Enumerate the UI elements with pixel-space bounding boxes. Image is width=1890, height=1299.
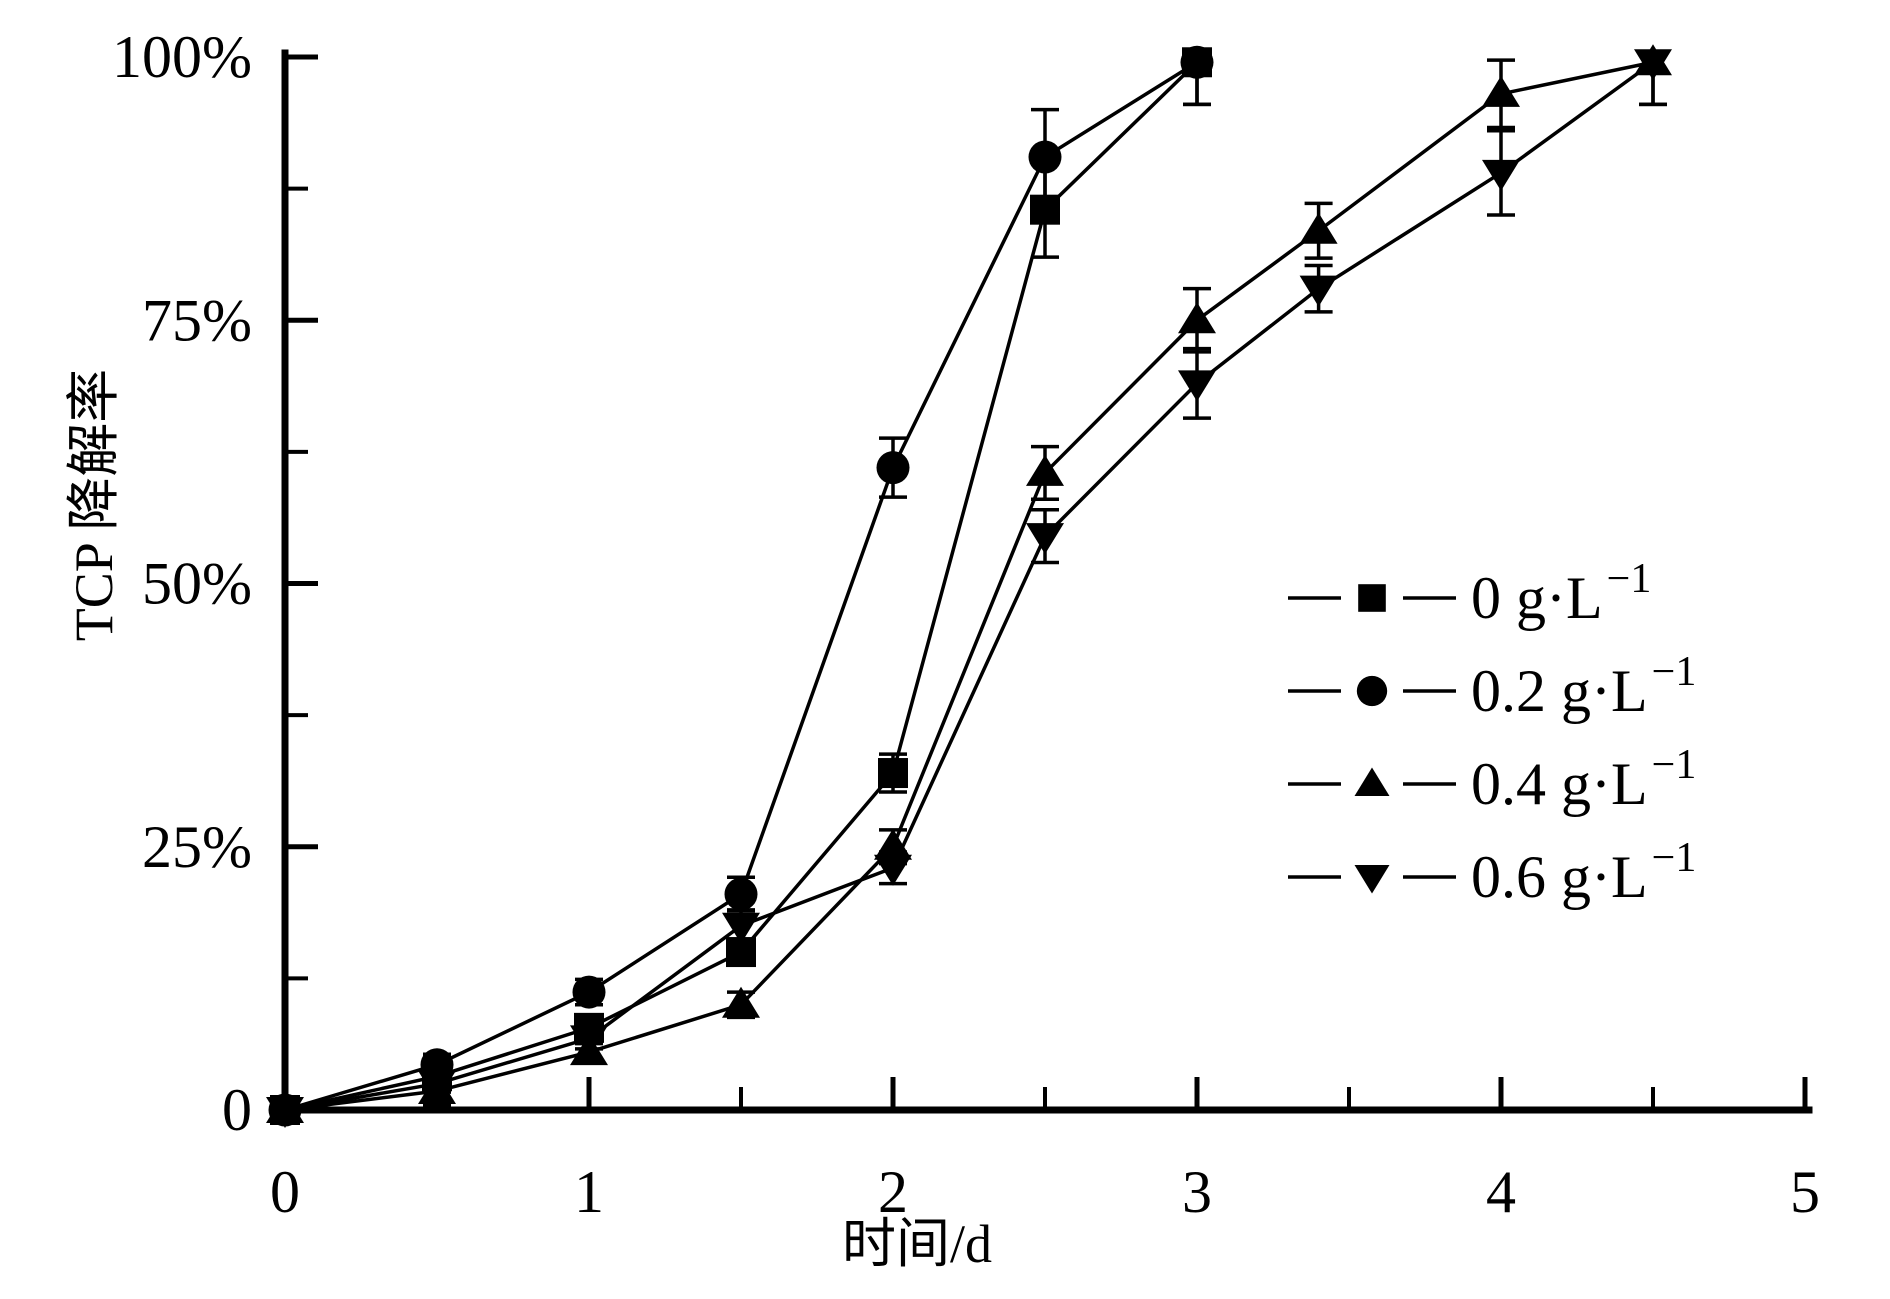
data-point-marker-triangle-up: [1026, 454, 1064, 486]
y-tick-label: 100%: [112, 24, 252, 90]
data-point-marker-circle: [572, 975, 606, 1009]
data-point-marker-triangle-down: [1354, 865, 1390, 894]
data-point-marker-triangle-up: [1178, 302, 1216, 334]
data-point-marker-triangle-down: [1634, 49, 1672, 81]
y-tick-label: 0: [222, 1077, 252, 1143]
x-tick-label: 5: [1790, 1159, 1820, 1225]
data-point-marker-triangle-up: [722, 986, 760, 1018]
series-line: [284, 60, 1654, 1112]
series-square: [270, 47, 1212, 1125]
y-tick-label: 75%: [142, 287, 252, 353]
x-tick-label: 3: [1182, 1159, 1212, 1225]
x-tick-label: 4: [1486, 1159, 1516, 1225]
series-triangle-down: [266, 49, 1672, 1128]
data-point-marker-triangle-down: [266, 1097, 304, 1128]
data-point-marker-circle: [1180, 45, 1214, 79]
data-point-marker-triangle-down: [1299, 275, 1338, 307]
data-point-marker-triangle-down: [722, 912, 760, 944]
legend-item: 0 g·L−1: [1288, 556, 1651, 631]
x-tick-label: 0: [270, 1159, 300, 1225]
data-point-marker-triangle-down: [1178, 370, 1216, 402]
data-point-marker-triangle-down: [1482, 159, 1520, 191]
y-tick-label: 25%: [142, 814, 252, 880]
data-point-marker-circle: [724, 877, 758, 911]
data-point-marker-circle: [1028, 140, 1062, 174]
legend-label: 0.4 g·L−1: [1471, 742, 1696, 817]
data-point-marker-triangle-down: [418, 1070, 456, 1102]
legend-item: 0.2 g·L−1: [1288, 649, 1696, 724]
data-point-marker-triangle-down: [570, 1025, 608, 1057]
data-point-marker-circle: [1356, 675, 1388, 707]
x-tick-label: 2: [878, 1159, 908, 1225]
data-point-marker-triangle-up: [1299, 212, 1338, 244]
data-point-marker-triangle-down: [874, 854, 912, 886]
y-axis-title: TCP 降解率: [64, 369, 124, 642]
series-triangle-up: [266, 44, 1672, 1123]
plot-area: 0 1 2 3 4 5 0 25% 50% 75% 100%: [112, 24, 1820, 1225]
data-point-marker-triangle-up: [1354, 767, 1390, 796]
data-point-marker-triangle-up: [1482, 75, 1520, 107]
x-tick-label: 1: [574, 1159, 604, 1225]
legend-label: 0 g·L−1: [1471, 556, 1651, 631]
series-line: [284, 60, 1655, 1112]
legend-label: 0.2 g·L−1: [1471, 649, 1696, 724]
data-point-marker-square: [1358, 584, 1386, 612]
legend-label: 0.6 g·L−1: [1471, 835, 1696, 910]
data-point-marker-circle: [876, 451, 910, 485]
x-axis-title: 时间/d: [842, 1214, 992, 1274]
legend-item: 0.4 g·L−1: [1288, 742, 1696, 817]
legend-item: 0.6 g·L−1: [1288, 835, 1696, 910]
y-tick-label: 50%: [142, 551, 252, 617]
data-point-marker-square: [878, 758, 908, 789]
data-point-marker-triangle-down: [1026, 523, 1064, 555]
legend: 0 g·L−1 0.2 g·L−1 0.4 g·L−1 0.6 g·L−1: [1288, 556, 1696, 910]
